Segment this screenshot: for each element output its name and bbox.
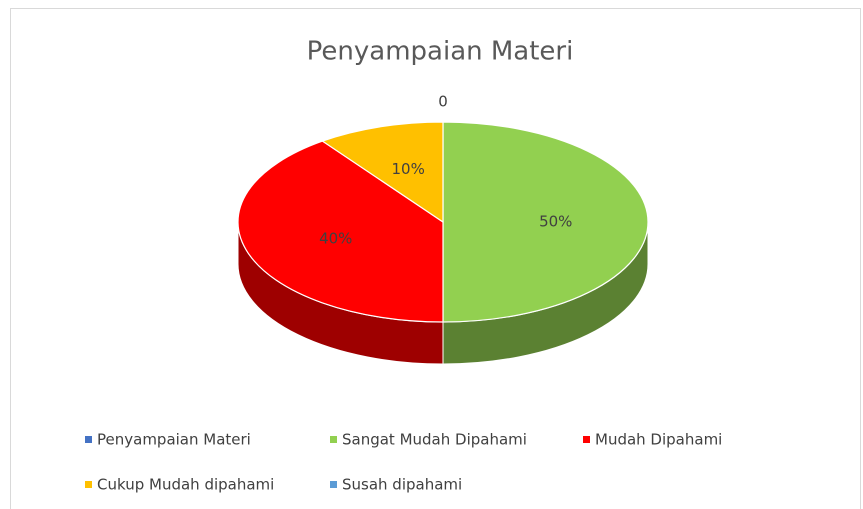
legend-label: Sangat Mudah Dipahami [342,431,527,449]
legend-label: Penyampaian Materi [97,431,251,449]
data-label: 40% [319,229,352,247]
legend-marker [330,481,337,488]
data-label: 50% [539,213,572,231]
pie-slice [237,140,444,323]
legend-marker [85,481,92,488]
data-label: 0 [438,93,448,111]
legend-label: Mudah Dipahami [595,431,722,449]
pie-slice [442,121,649,323]
pie-slice [321,121,444,224]
chart-title: Penyampaian Materi [307,37,574,67]
legend-label: Cukup Mudah dipahami [97,476,274,494]
legend-marker [330,436,337,443]
legend-marker [85,436,92,443]
legend-marker [583,436,590,443]
legend-label: Susah dipahami [342,476,462,494]
data-label: 10% [391,160,424,178]
